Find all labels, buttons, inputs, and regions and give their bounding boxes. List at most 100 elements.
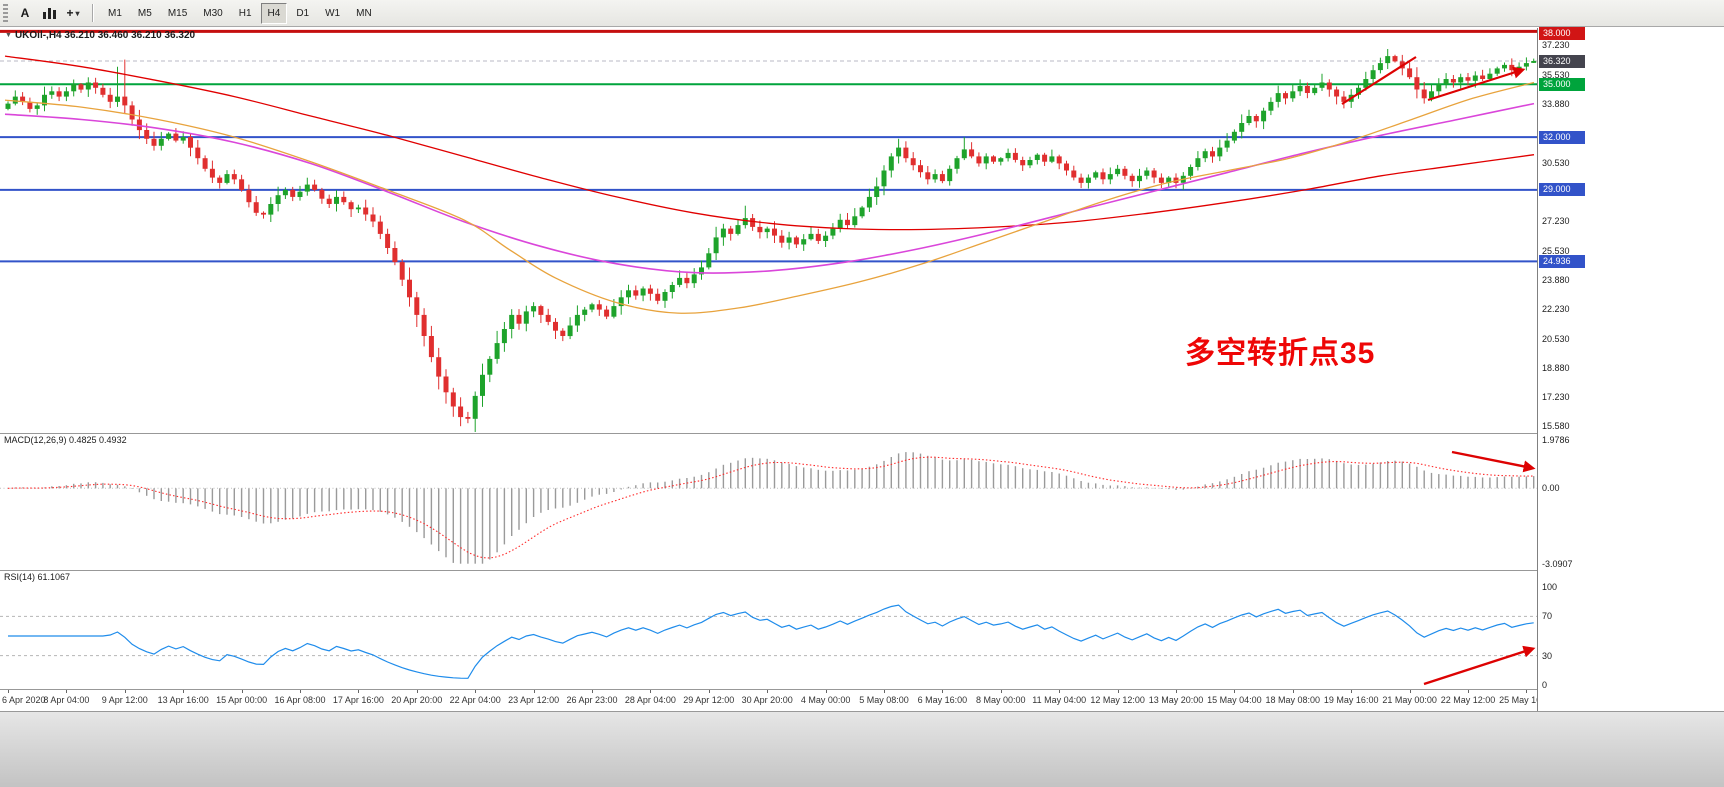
time-label: 6 Apr 2020 [2, 695, 46, 705]
time-axis[interactable]: 6 Apr 2020 8 Apr 04:00 9 Apr 12:00 13 Apr 1… [0, 690, 1554, 711]
time-label: 21 May 00:00 [1382, 695, 1437, 705]
time-label: 22 May 12:00 [1440, 695, 1496, 705]
toolbar: A + ▾ M1 M5 M15 M30 H1 H4 D1 W1 MN [0, 0, 1724, 27]
time-label: 17 Apr 16:00 [332, 695, 384, 705]
crosshair-tool-button[interactable]: + ▾ [61, 3, 85, 23]
time-tick [1526, 690, 1528, 693]
timeframe-button-d1[interactable]: D1 [296, 7, 310, 19]
time-tick [475, 690, 477, 693]
main-chart-svg [0, 29, 1537, 432]
time-tick [416, 690, 418, 693]
panel-separator[interactable] [0, 433, 1724, 434]
time-label: 8 May 00:00 [976, 695, 1026, 705]
time-label: 29 Apr 12:00 [683, 695, 735, 705]
chart-bars-tool-button[interactable] [37, 3, 61, 23]
rsi-svg [0, 604, 1537, 686]
timeframe-button-h4[interactable]: H4 [260, 2, 288, 24]
time-tick [884, 690, 885, 693]
bottom-strip [0, 712, 1724, 787]
time-label: 30 Apr 20:00 [741, 695, 793, 705]
time-tick [1351, 690, 1353, 693]
time-tick [1000, 690, 1002, 693]
time-label: 15 Apr 00:00 [216, 695, 268, 705]
price-grid-label: 15.580 [1542, 421, 1570, 432]
time-label: 6 May 16:00 [917, 695, 968, 705]
time-label: 20 Apr 20:00 [391, 695, 443, 705]
time-label: 11 May 04:00 [1032, 695, 1087, 705]
time-label: 5 May 08:00 [859, 695, 909, 705]
text-tool-icon: A [20, 6, 30, 20]
macd-panel[interactable]: MACD(12,26,9) 0.4825 0.4932 [0, 434, 1537, 570]
main-chart-panel[interactable]: ▼ UKOil-,H4 36.210 36.460 36.210 36.320 多… [0, 28, 1537, 433]
time-tick [8, 690, 9, 693]
symbol-ohlc-text: UKOil-,H4 36.210 36.460 36.210 36.320 [14, 30, 196, 41]
timeframe-button-m1[interactable]: M1 [108, 7, 122, 19]
price-tag-29.000: 29.000 [1539, 183, 1585, 197]
timeframe-button-m15[interactable]: M15 [167, 7, 188, 19]
macd-scale-label: -3.0907 [1542, 558, 1573, 569]
macd-scale-label: 1.9786 [1542, 435, 1570, 445]
time-tick [767, 690, 769, 693]
rsi-panel[interactable]: RSI(14) 61.1067 [0, 571, 1537, 689]
chart-annotation-text[interactable]: 多空转折点35 [1185, 337, 1376, 370]
time-label: 9 Apr 12:00 [101, 695, 148, 705]
time-label: 26 Apr 23:00 [566, 695, 618, 705]
price-tag-32.000: 32.000 [1539, 130, 1585, 144]
price-grid-label: 22.230 [1542, 304, 1570, 315]
time-label: 13 May 20:00 [1148, 695, 1204, 705]
toolbar-separator [92, 4, 93, 22]
time-tick [66, 690, 68, 693]
timeframe-button-h1[interactable]: H1 [238, 7, 252, 19]
price-tag-35.000: 35.000 [1539, 77, 1585, 91]
time-label: 25 May 16:00 [1499, 695, 1554, 705]
panel-separator [0, 711, 1724, 712]
time-tick [825, 690, 827, 693]
time-tick [124, 690, 126, 693]
timeframe-button-m5[interactable]: M5 [137, 7, 152, 19]
time-tick [183, 690, 185, 693]
time-label: 19 May 16:00 [1323, 695, 1379, 705]
time-tick [708, 690, 710, 693]
timeframe-button-m30[interactable]: M30 [203, 7, 223, 19]
time-tick [1409, 690, 1411, 693]
panel-separator[interactable] [0, 570, 1724, 571]
rsi-scale-label: 0 [1542, 680, 1548, 690]
price-scale[interactable]: 37.230 35.530 33.880 30.530 27.230 25.530 23.8… [1537, 27, 1724, 711]
dropdown-caret-icon[interactable]: ▾ [75, 8, 80, 18]
timeframe-buttons: M1 M5 M15 M30 H1 H4 D1 W1 MN [100, 2, 380, 24]
time-tick [1468, 690, 1469, 693]
time-label: 13 Apr 16:00 [157, 695, 209, 705]
time-tick [1059, 690, 1061, 693]
price-grid-label: 20.530 [1542, 334, 1570, 344]
price-grid-label: 17.230 [1542, 392, 1570, 403]
panel-separator [0, 689, 1724, 690]
time-tick [533, 690, 535, 693]
price-grid-label: 25.530 [1542, 246, 1570, 256]
time-tick [358, 690, 360, 693]
rsi-scale-label: 70 [1542, 611, 1553, 622]
price-grid-label: 18.880 [1542, 363, 1570, 374]
price-tag-36.320: 36.320 [1539, 54, 1585, 68]
price-grid-label: 30.530 [1542, 158, 1570, 168]
crosshair-tool-icon: + [66, 6, 74, 20]
rsi-scale-label: 30 [1542, 650, 1553, 661]
time-label: 15 May 04:00 [1207, 695, 1262, 705]
rsi-scale-label: 100 [1542, 582, 1558, 592]
time-label: 16 Apr 08:00 [274, 695, 326, 705]
toolbar-grip[interactable] [3, 4, 8, 22]
time-tick [1176, 690, 1177, 693]
timeframe-button-mn[interactable]: MN [356, 7, 372, 19]
text-tool-button[interactable]: A [13, 3, 37, 23]
time-tick [592, 690, 593, 693]
price-grid-label: 23.880 [1542, 275, 1570, 285]
price-tag-24.936: 24.936 [1539, 254, 1585, 268]
price-grid-label: 27.230 [1542, 216, 1570, 227]
macd-svg [0, 450, 1537, 564]
time-tick [1292, 690, 1294, 693]
price-tag-38.000: 38.000 [1539, 27, 1585, 40]
time-label: 22 Apr 04:00 [449, 695, 501, 705]
time-tick [300, 690, 301, 693]
timeframe-button-w1[interactable]: W1 [325, 7, 341, 19]
symbol-ohlc-label: ▼ UKOil-,H4 36.210 36.460 36.210 36.320 [5, 30, 195, 41]
